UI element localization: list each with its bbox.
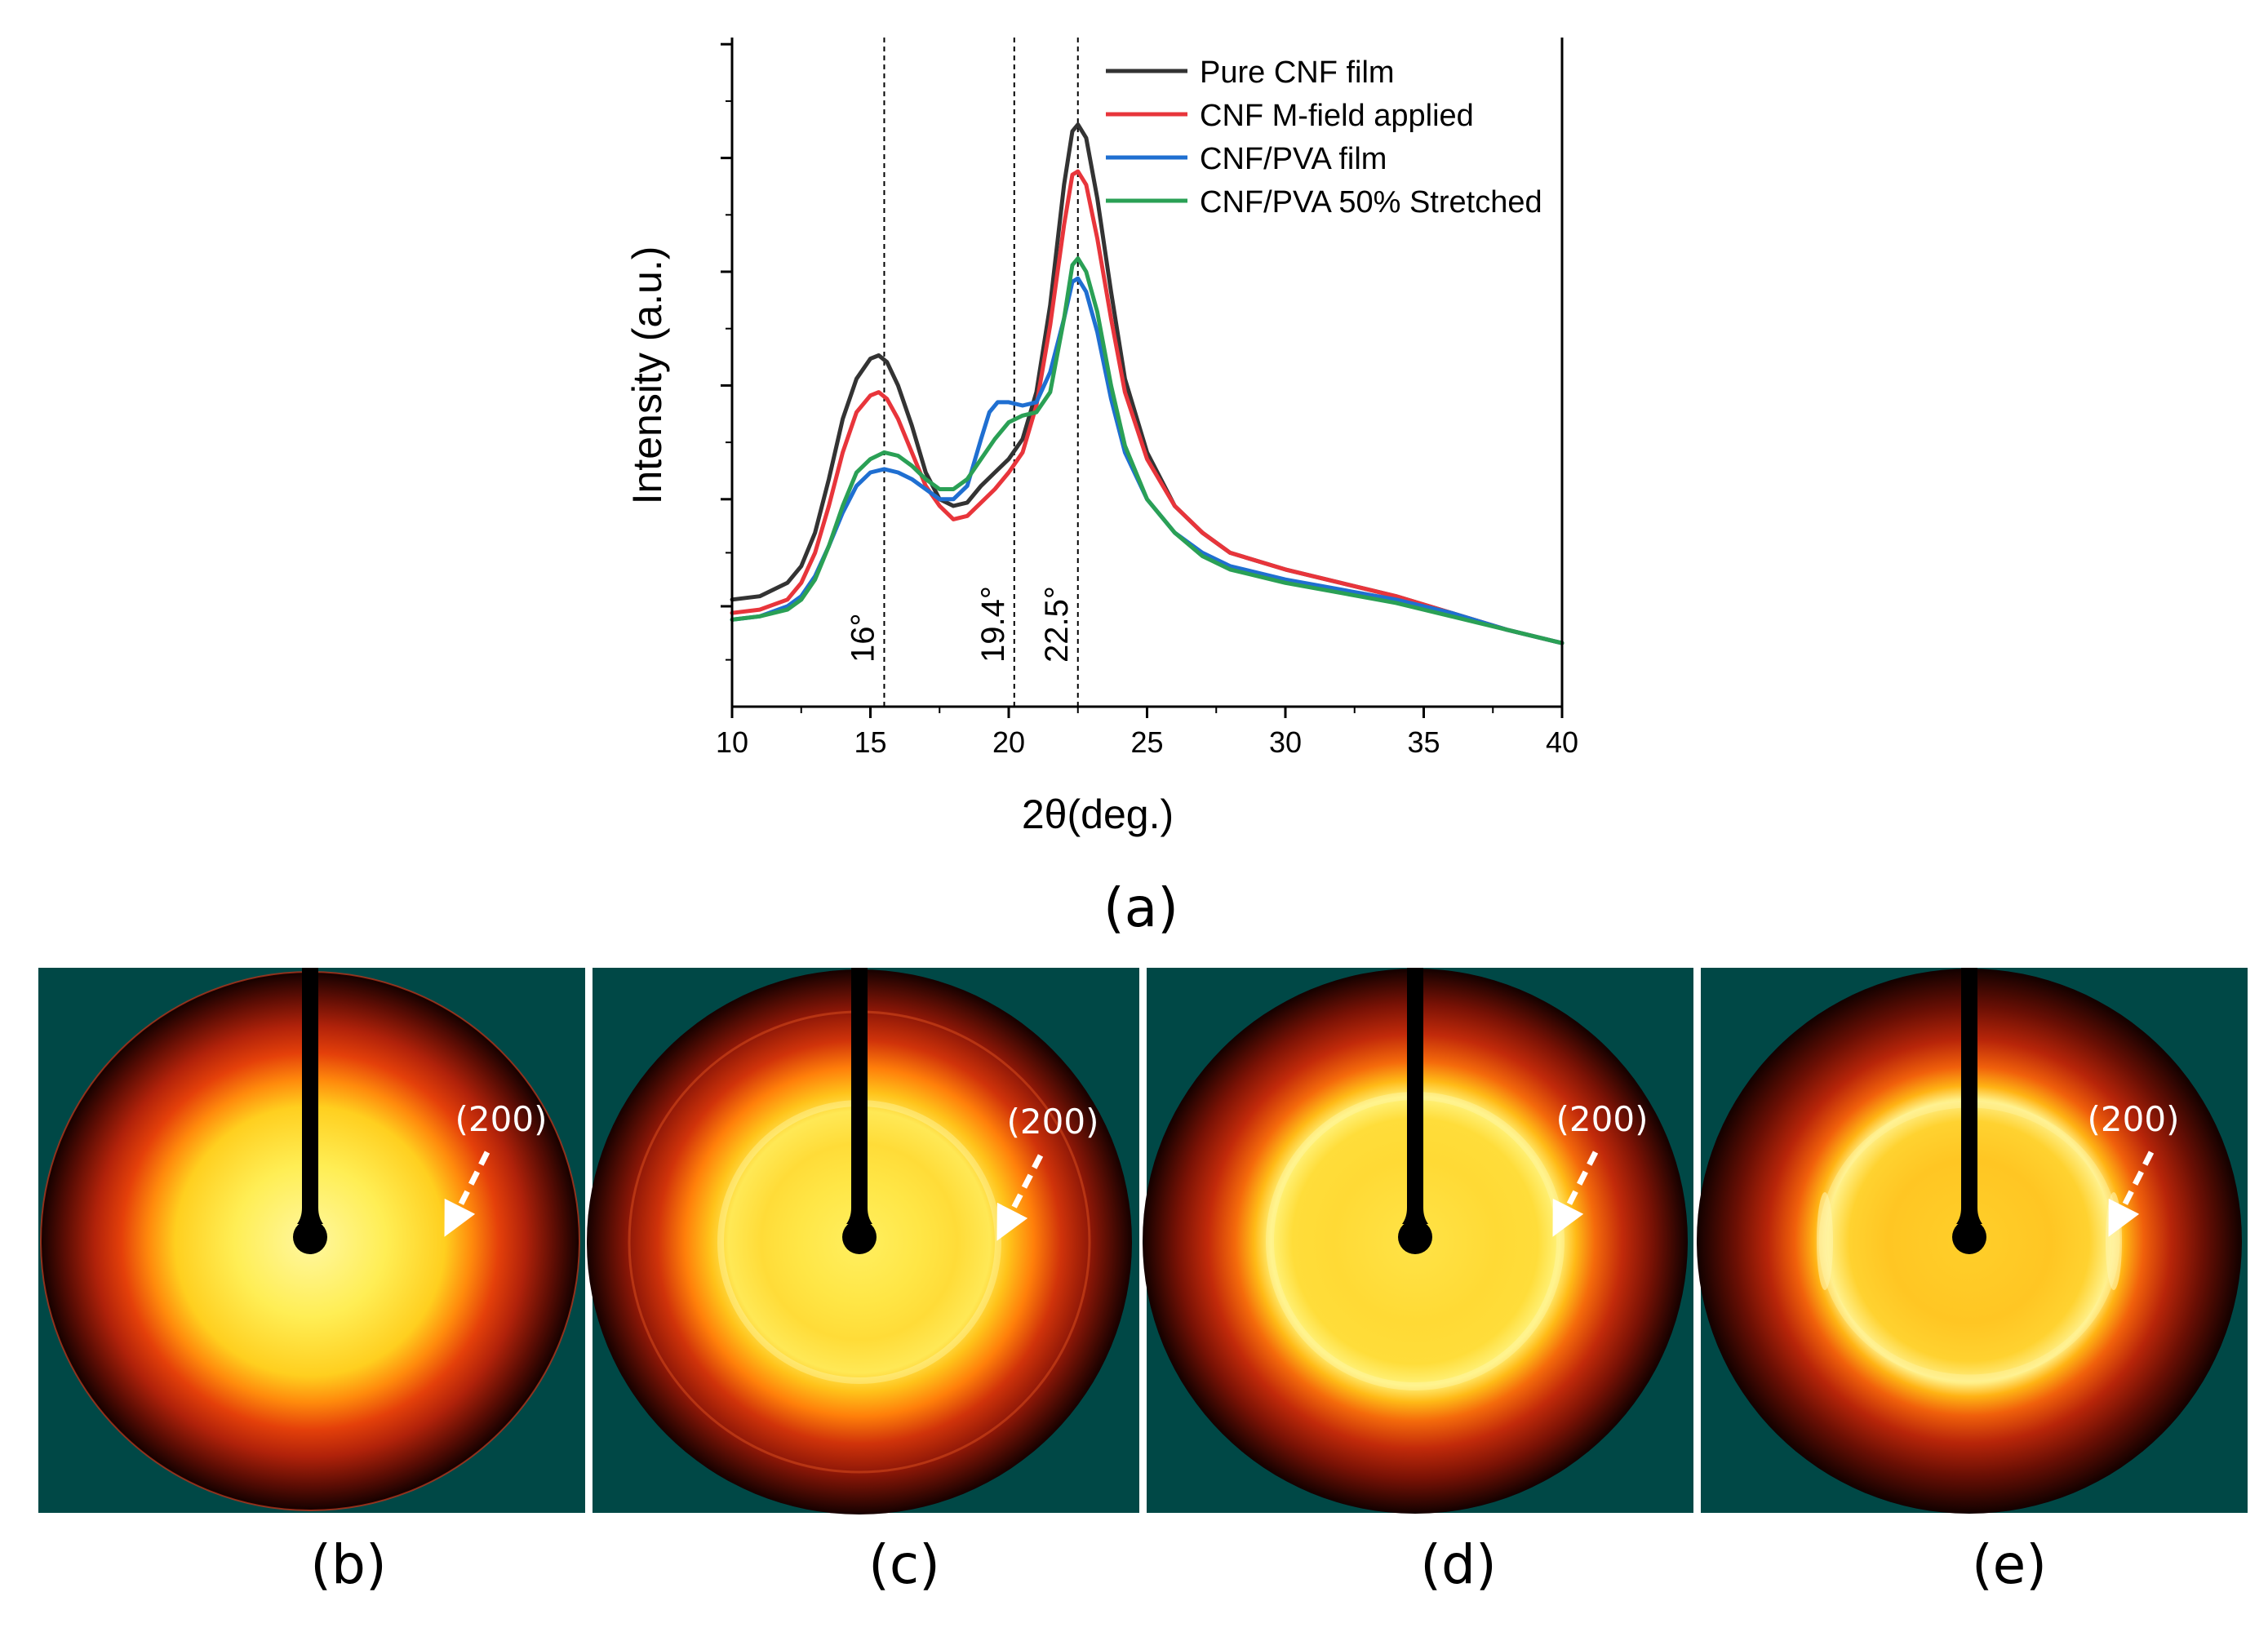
panel-c-arrow [996, 1154, 1044, 1241]
panel-e: (200) [1697, 968, 2248, 1514]
panel-d-beamstop [1402, 968, 1428, 1224]
legend-label-3: CNF/PVA film [1200, 142, 1387, 176]
x-tick-label-7: 40 [1546, 725, 1578, 759]
reference-line-label-3: 22.5° [1039, 586, 1075, 663]
axes [730, 38, 1564, 708]
x-tick-label-5: 30 [1269, 725, 1302, 759]
panel-e-annotation: (200) [2088, 1099, 2180, 1139]
caption-a: (a) [1103, 876, 1178, 939]
series-line-2 [730, 169, 1565, 645]
caption-b: (b) [310, 1533, 386, 1596]
panel-e-arc-left [1817, 1192, 1833, 1290]
panel-e-beamstop-center [1952, 1220, 1986, 1254]
panel-c-beamstop [846, 968, 872, 1224]
y-ticks [721, 42, 732, 661]
x-tick-label-1: 10 [716, 725, 748, 759]
caption-c: (c) [868, 1533, 940, 1596]
series-line-4 [730, 256, 1565, 645]
diffraction-panels: (200) (200) (200) [38, 968, 2248, 1514]
legend-label-2: CNF M-field applied [1200, 99, 1474, 133]
reference-line-label-1: 16° [845, 614, 881, 663]
panel-e-arc-right [2106, 1192, 2122, 1290]
panel-c-beamstop-center [842, 1220, 877, 1254]
panel-b-beamstop [297, 968, 323, 1224]
x-axis-label: 2θ(deg.) [1022, 792, 1174, 837]
panel-e-arrow [2108, 1151, 2155, 1237]
series-line-3 [730, 276, 1565, 645]
panel-d-beamstop-center [1398, 1220, 1432, 1254]
x-tick-label-4: 25 [1130, 725, 1163, 759]
panel-d-arrow [1552, 1151, 1599, 1237]
series-lines [730, 122, 1565, 645]
panel-e-beamstop [1956, 968, 1982, 1224]
panel-b: (200) [38, 968, 585, 1513]
legend: Pure CNF film CNF M-field applied CNF/PVA … [1106, 55, 1542, 220]
panel-b-arrow [444, 1151, 490, 1237]
reference-line-label-2: 19.4° [975, 586, 1011, 663]
legend-label-4: CNF/PVA 50% Stretched [1200, 185, 1542, 220]
xrd-chart: 10 15 20 25 30 35 40 16° 19.4° 22.5° Pure CNF fi… [624, 38, 1578, 837]
reference-line-labels: 16° 19.4° 22.5° [845, 586, 1074, 663]
x-ticks: 10 15 20 25 30 35 40 [716, 707, 1578, 759]
y-axis-label: Intensity (a.u.) [624, 246, 670, 505]
panel-c: (200) [587, 968, 1139, 1514]
panel-b-beamstop-center [293, 1220, 327, 1254]
x-tick-label-3: 20 [992, 725, 1025, 759]
x-tick-label-2: 15 [854, 725, 886, 759]
caption-e: (e) [1972, 1533, 2047, 1596]
panel-b-annotation: (200) [455, 1099, 548, 1139]
panel-c-annotation: (200) [1007, 1102, 1099, 1142]
caption-d: (d) [1420, 1533, 1496, 1596]
reference-lines [883, 38, 1079, 707]
panel-d-annotation: (200) [1556, 1099, 1649, 1139]
panel-d: (200) [1143, 968, 1693, 1514]
x-tick-label-6: 35 [1407, 725, 1440, 759]
legend-label-1: Pure CNF film [1200, 55, 1395, 90]
